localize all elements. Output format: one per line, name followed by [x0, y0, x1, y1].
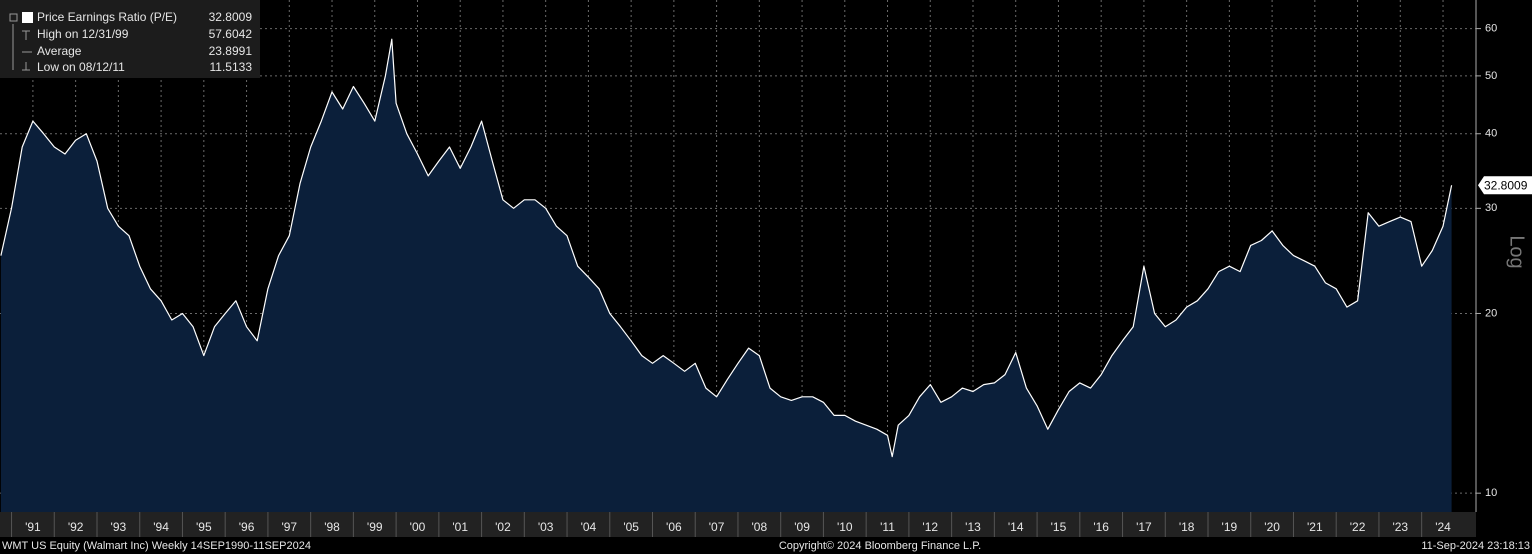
y-tick-label: 50	[1485, 70, 1497, 82]
x-tick-label: '10	[837, 520, 853, 534]
x-tick-label: '03	[538, 520, 554, 534]
x-tick-label: '08	[752, 520, 768, 534]
x-tick-label: '95	[196, 520, 212, 534]
legend-swatch	[22, 12, 33, 23]
x-tick-label: '91	[25, 520, 41, 534]
footer-left: WMT US Equity (Walmart Inc) Weekly 14SEP…	[2, 540, 311, 552]
footer-center: Copyright© 2024 Bloomberg Finance L.P.	[779, 540, 981, 552]
x-tick-label: '01	[452, 520, 468, 534]
x-tick-label: '20	[1264, 520, 1280, 534]
x-tick-label: '97	[281, 520, 297, 534]
x-tick-label: '94	[153, 520, 169, 534]
x-tick-label: '04	[581, 520, 597, 534]
x-tick-label: '05	[623, 520, 639, 534]
plot-area	[0, 0, 1476, 512]
x-tick-label: '13	[965, 520, 981, 534]
x-tick-label: '98	[324, 520, 340, 534]
x-tick-label: '06	[666, 520, 682, 534]
y-tick-label: 40	[1485, 128, 1497, 140]
x-tick-label: '00	[410, 520, 426, 534]
x-tick-label: '07	[709, 520, 725, 534]
area	[0, 39, 1452, 512]
last-value-label: 32.8009	[1484, 178, 1528, 192]
scale-label: Log	[1506, 235, 1528, 268]
legend-value: 32.8009	[209, 10, 253, 24]
legend-tree	[12, 24, 32, 71]
legend-label: Price Earnings Ratio (P/E)	[37, 10, 177, 24]
x-tick-label: '23	[1392, 520, 1408, 534]
x-tick-label: '22	[1350, 520, 1366, 534]
stat-label: Low on 08/12/11	[37, 60, 125, 74]
stat-value: 57.6042	[209, 27, 253, 41]
y-tick-label: 20	[1485, 307, 1497, 319]
x-tick-label: '93	[111, 520, 127, 534]
x-tick-label: '16	[1093, 520, 1109, 534]
x-tick-label: '19	[1222, 520, 1238, 534]
legend-collapse-icon	[9, 13, 18, 22]
footer-right: 11-Sep-2024 23:18:13	[1421, 540, 1530, 552]
stat-label: Average	[37, 44, 82, 58]
stat-value: 11.5133	[210, 60, 253, 74]
stat-value: 23.8991	[209, 44, 253, 58]
stat-label: High on 12/31/99	[37, 27, 129, 41]
x-tick-label: '99	[367, 520, 383, 534]
x-tick-label: '11	[880, 520, 895, 534]
overlay: 10 20 30 40 50 60 '91 '92 '93 '94 '95 '96 '97 '98 '99 '…	[11, 23, 1532, 537]
x-tick-label: '96	[239, 520, 255, 534]
x-tick-label: '18	[1179, 520, 1195, 534]
last-value-tag	[1478, 176, 1532, 195]
x-tick-label: '92	[68, 520, 84, 534]
y-tick-label: 60	[1485, 23, 1497, 35]
x-tick-label: '15	[1051, 520, 1067, 534]
y-tick-label: 30	[1485, 202, 1497, 214]
line	[0, 38, 1453, 458]
legend-box	[0, 0, 260, 78]
x-tick-label: '14	[1008, 520, 1024, 534]
x-tick-label: '12	[922, 520, 938, 534]
x-tick-label: '09	[794, 520, 810, 534]
x-tick-label: '02	[495, 520, 511, 534]
x-tick-label: '17	[1136, 520, 1152, 534]
x-tick-label: '24	[1435, 520, 1451, 534]
x-tick-label: '21	[1307, 520, 1323, 534]
y-tick-label: 10	[1485, 487, 1497, 499]
